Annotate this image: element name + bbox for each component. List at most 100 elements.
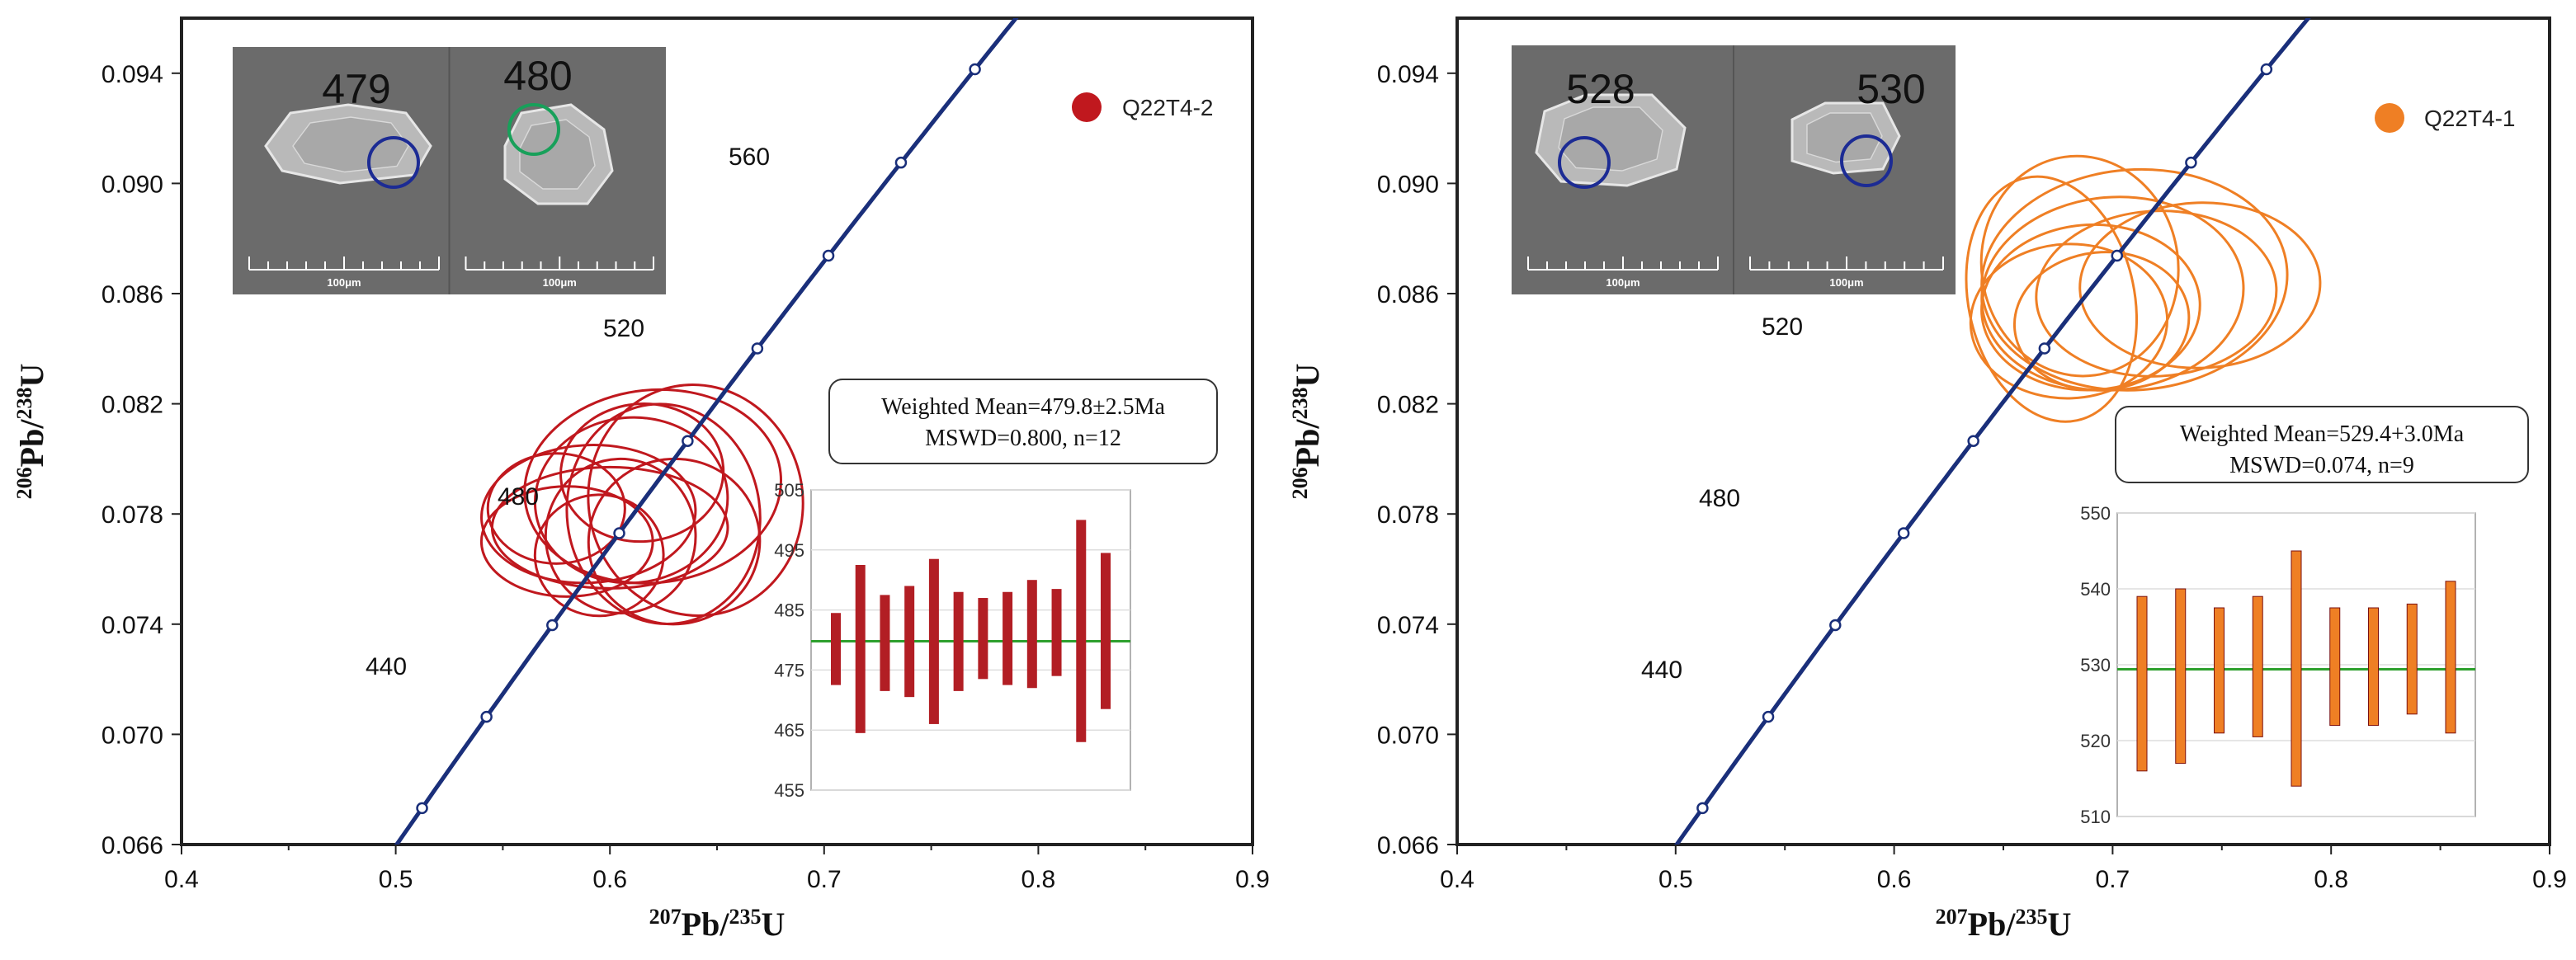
y-tick-label: 0.070 (101, 722, 163, 749)
x-axis-title: 207Pb/235U (649, 905, 786, 943)
inset-tick-label: 505 (774, 480, 804, 501)
x-axis-title: 207Pb/235U (1936, 905, 2072, 943)
concordia-age-marker (2111, 249, 2124, 262)
inset-tick-label: 550 (2080, 503, 2111, 524)
zircon-zoning (1806, 112, 1883, 163)
error-ellipse (486, 452, 626, 565)
y-axis-title: 206Pb/238U (1288, 364, 1326, 500)
concordia-age-marker (682, 435, 694, 447)
y-tick-label: 0.086 (1377, 281, 1439, 308)
concordia-age-marker (546, 619, 559, 632)
analysis-spot (367, 136, 420, 189)
inset-age-bar (2329, 607, 2341, 727)
analysis-spot (1558, 136, 1611, 189)
x-tick-label: 0.9 (1235, 866, 1270, 893)
concordia-age-label: 480 (1699, 485, 1740, 512)
analysis-spot (1840, 134, 1893, 187)
grain-spot-label: 480 (503, 53, 572, 99)
concordia-curve (1673, 18, 2311, 845)
concordia-age-marker (822, 249, 835, 262)
inset-age-bar (1026, 580, 1037, 689)
y-tick-label: 0.090 (101, 171, 163, 198)
concordia-age-marker (2038, 342, 2051, 355)
y-tick-label: 0.074 (101, 612, 163, 639)
concordia-age-label: 440 (1641, 656, 1682, 684)
panel-q22t4-2: 0.066 0.070 0.074 0.078 0.082 0.086 0.090 0.094… (12, 16, 1270, 943)
inset-age-bar (928, 558, 939, 724)
x-tick-label: 0.8 (1021, 866, 1056, 893)
error-ellipse (2078, 201, 2322, 369)
inset-age-bar (2406, 603, 2418, 715)
legend-marker (2375, 103, 2404, 133)
concordia-age-marker (480, 710, 493, 723)
inset-age-bar (2136, 595, 2148, 772)
inset-age-bar (855, 565, 866, 733)
concordia-curve (394, 18, 1019, 845)
x-tick-label: 0.8 (2314, 866, 2348, 893)
legend-label: Q22T4-2 (1122, 95, 1214, 120)
inset-age-bar (831, 613, 841, 685)
weighted-mean-box (828, 379, 1218, 464)
y-tick-label: 0.078 (1377, 501, 1439, 529)
scale-bar-label: 100μm (1606, 276, 1639, 289)
mswd-text: MSWD=0.800, n=12 (925, 426, 1121, 451)
y-tick-label: 0.086 (101, 281, 163, 308)
inset-tick-label: 520 (2080, 731, 2111, 751)
error-ellipse (1965, 175, 2139, 423)
inset-age-bar (2214, 607, 2225, 734)
x-tick-label: 0.6 (592, 866, 627, 893)
concordia-age-marker (1829, 619, 1842, 632)
grain-spot-label: 528 (1566, 66, 1635, 112)
concordia-age-marker (1696, 802, 1709, 815)
zircon-zoning (1558, 106, 1663, 172)
inset-age-bar (1076, 520, 1087, 742)
y-tick-label: 0.094 (101, 61, 163, 88)
x-tick-label: 0.6 (1877, 866, 1912, 893)
cl-image: 528 530 100μm 100μm (1512, 45, 1956, 294)
concordia-age-marker (1897, 527, 1910, 539)
y-tick-label: 0.094 (1377, 61, 1439, 88)
inset-age-bar (880, 595, 890, 691)
x-tick-label: 0.7 (807, 866, 842, 893)
inset-tick-label: 540 (2080, 579, 2111, 600)
grain-spot-label: 530 (1857, 66, 1925, 112)
inset-age-bar (1003, 591, 1013, 685)
inset-tick-label: 455 (774, 780, 804, 801)
inset-tick-label: 485 (774, 600, 804, 621)
error-ellipse (533, 493, 665, 618)
inset-age-bar (953, 591, 964, 691)
inset-age-bar (978, 598, 988, 680)
error-ellipse (523, 388, 783, 585)
y-tick-label: 0.090 (1377, 171, 1439, 198)
inset-age-bar (2291, 550, 2302, 787)
x-tick-label: 0.9 (2532, 866, 2567, 893)
inset-age-bar (2368, 607, 2379, 727)
error-ellipse (587, 457, 762, 626)
error-ellipse (2012, 251, 2191, 392)
x-tick-label: 0.4 (164, 866, 199, 893)
concordia-age-marker (1967, 435, 1979, 447)
inset-tick-label: 495 (774, 540, 804, 561)
weighted-mean-text: Weighted Mean=479.8±2.5Ma (881, 394, 1165, 420)
inset-age-bar (1101, 553, 1111, 709)
zircon-zoning (292, 116, 409, 173)
weighted-mean-text: Weighted Mean=529.4+3.0Ma (2180, 421, 2465, 447)
concordia-age-marker (2185, 156, 2197, 169)
concordia-age-marker (613, 527, 625, 539)
weighted-mean-box (2115, 406, 2529, 483)
concordia-age-marker (751, 342, 764, 355)
inset-tick-label: 510 (2080, 807, 2111, 827)
concordia-age-marker (2260, 63, 2273, 76)
zircon-zoning (519, 119, 596, 190)
inset-age-bar (2252, 595, 2263, 737)
x-tick-label: 0.7 (2096, 866, 2130, 893)
error-ellipse (1979, 154, 2180, 378)
y-tick-label: 0.066 (101, 832, 163, 859)
concordia-age-marker (969, 63, 981, 76)
cl-image: 479 480 100μm 100μm (233, 47, 666, 294)
y-tick-label: 0.082 (1377, 392, 1439, 419)
concordia-age-marker (894, 156, 908, 169)
scale-bar-label: 100μm (327, 276, 361, 289)
concordia-age-label: 520 (1762, 313, 1803, 341)
